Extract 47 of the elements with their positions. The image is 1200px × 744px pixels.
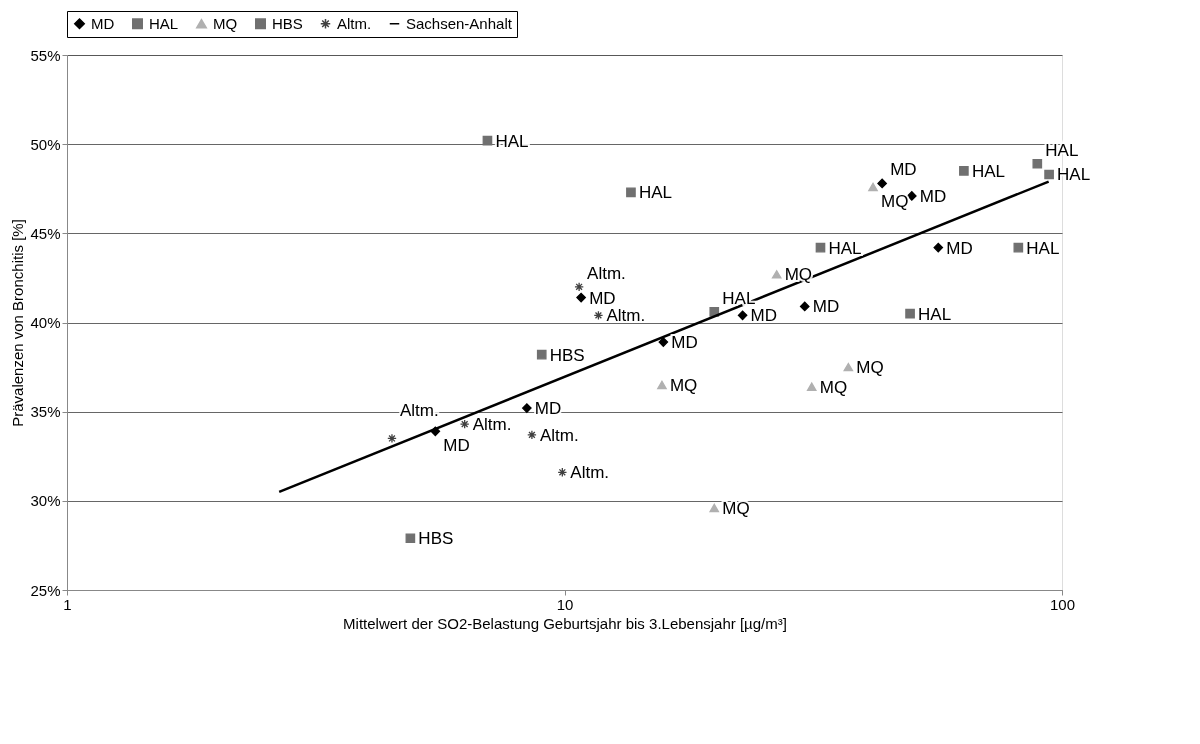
annotation: HAL	[1045, 140, 1079, 160]
y-tick-label: 35%	[30, 403, 61, 421]
annotation: HAL	[638, 183, 673, 203]
annotation: MQ	[856, 358, 884, 378]
annotation: Altm.	[587, 263, 626, 283]
annotation: HAL	[1026, 238, 1060, 258]
annotation: HBS	[549, 345, 585, 365]
y-tick-label: 30%	[30, 492, 61, 510]
annotation: MD	[671, 333, 698, 353]
y-tick-label: 25%	[30, 581, 61, 599]
annotation: MD	[812, 297, 840, 317]
annotation: MQ	[722, 498, 750, 518]
annotation: MD	[589, 288, 616, 308]
x-axis-title: Mittelwert der SO2-Belastung Geburtsjahr bis 3.Lebensjahr [µg/m³]	[343, 614, 787, 632]
legend-label: Altm.	[337, 14, 372, 32]
annotation: MD	[443, 436, 470, 456]
annotation: MQ	[669, 375, 698, 395]
y-tick-label: 50%	[30, 135, 61, 153]
y-tick-label: 45%	[30, 224, 61, 242]
annotation: HAL	[918, 304, 952, 324]
annotation: MD	[919, 186, 947, 206]
annotation: Altm.	[606, 306, 646, 326]
legend-label: HAL	[149, 14, 179, 32]
annotation: Altm.	[570, 463, 610, 483]
annotation: HBS	[418, 529, 454, 549]
annotation: Altm.	[539, 425, 579, 445]
annotation: MD	[946, 238, 973, 258]
legend-label: MQ	[213, 14, 238, 32]
x-tick-label: 10	[556, 595, 574, 613]
x-tick-label: 100	[1049, 595, 1076, 613]
annotation: MD	[750, 306, 778, 326]
legend-label: MD	[91, 14, 115, 32]
annotation: MQ	[881, 191, 909, 211]
annotation: Altm.	[472, 415, 512, 435]
y-axis-title: Prävalenzen von Bronchitis [%]	[9, 219, 27, 427]
annotation: HAL	[828, 238, 862, 258]
annotation: MD	[890, 160, 917, 180]
y-tick-label: 40%	[30, 314, 61, 331]
annotation: HAL	[971, 161, 1005, 181]
annotation: MQ	[784, 265, 813, 285]
y-tick-label: 55%	[30, 46, 61, 64]
legend-label: HBS	[272, 14, 303, 32]
legend-label: Sachsen-Anhalt	[406, 14, 513, 32]
x-tick-label: 1	[63, 595, 72, 613]
annotation: MQ	[819, 377, 848, 397]
annotation: HAL	[1057, 165, 1091, 185]
annotation: HAL	[722, 288, 756, 308]
